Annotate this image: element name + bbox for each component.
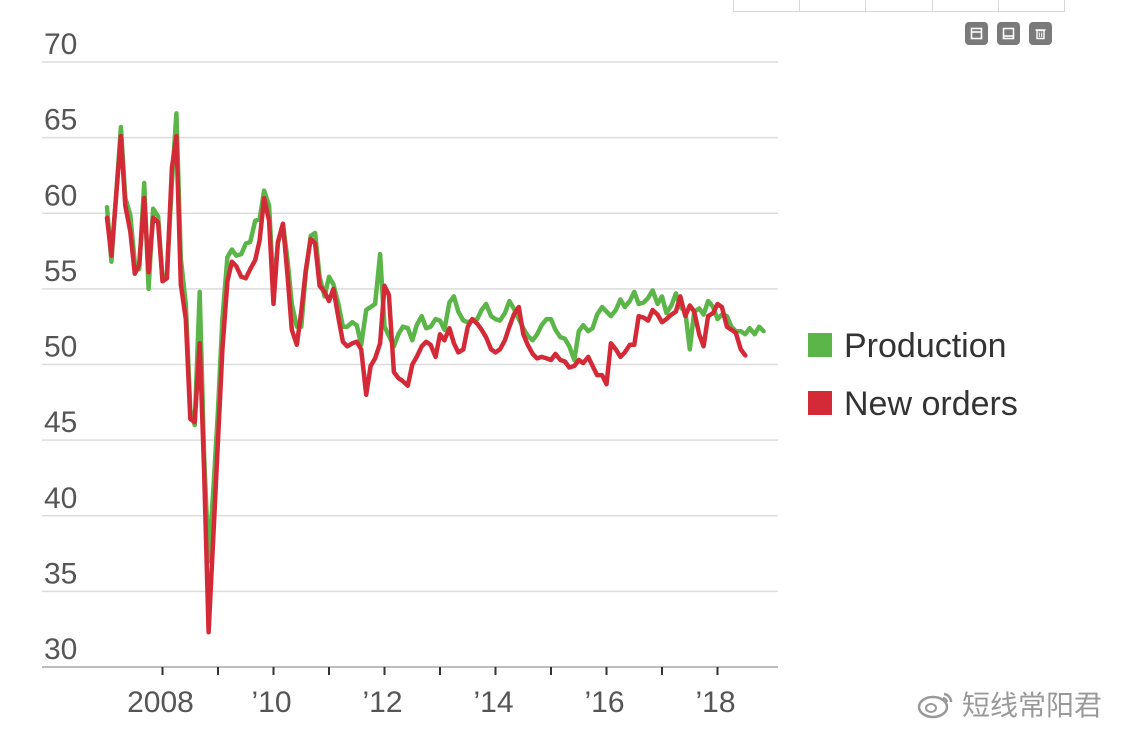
y-tick-label: 50 (44, 331, 77, 364)
series-lines (104, 111, 766, 635)
x-tick-label: ’16 (584, 686, 624, 719)
trash-icon (1035, 29, 1046, 40)
y-tick-label: 40 (44, 482, 77, 515)
legend-swatch (808, 333, 832, 357)
y-tick-label: 60 (44, 179, 77, 212)
table-cell (933, 0, 999, 11)
x-axis: 2008 ’10 ’12 ’14 ’16 ’18 (127, 667, 736, 719)
legend: Production New orders (808, 327, 1018, 423)
y-tick-label: 30 (44, 633, 77, 666)
delete-button[interactable] (1029, 22, 1052, 45)
x-tick-label: ’12 (362, 686, 402, 719)
y-axis-labels: 30 35 40 45 50 55 60 65 70 (44, 28, 77, 666)
restore-icon (970, 27, 983, 40)
table-cell (866, 0, 933, 11)
watermark: 短线常阳君 (916, 684, 1102, 724)
y-tick-label: 70 (44, 28, 77, 61)
gridlines (42, 61, 778, 668)
window-icon (1002, 27, 1015, 40)
restore-button[interactable] (965, 22, 988, 45)
x-tick-label: ’18 (695, 686, 735, 719)
y-tick-label: 35 (44, 557, 77, 590)
top-table-fragment (733, 0, 1065, 12)
series-line-new-orders (104, 133, 748, 635)
legend-swatch (808, 391, 832, 415)
x-tick-label: ’14 (473, 686, 513, 719)
x-tick-label: ’10 (251, 686, 291, 719)
legend-label: New orders (844, 385, 1018, 423)
y-tick-label: 45 (44, 406, 77, 439)
y-tick-label: 55 (44, 255, 77, 288)
legend-label: Production (844, 327, 1007, 365)
weibo-icon (917, 692, 953, 719)
table-cell (800, 0, 867, 11)
table-cell (734, 0, 801, 11)
x-tick-label: 2008 (127, 686, 194, 719)
window-button[interactable] (997, 22, 1020, 45)
y-tick-label: 65 (44, 104, 77, 137)
image-toolbar (965, 22, 1052, 45)
watermark-text: 短线常阳君 (962, 689, 1103, 722)
